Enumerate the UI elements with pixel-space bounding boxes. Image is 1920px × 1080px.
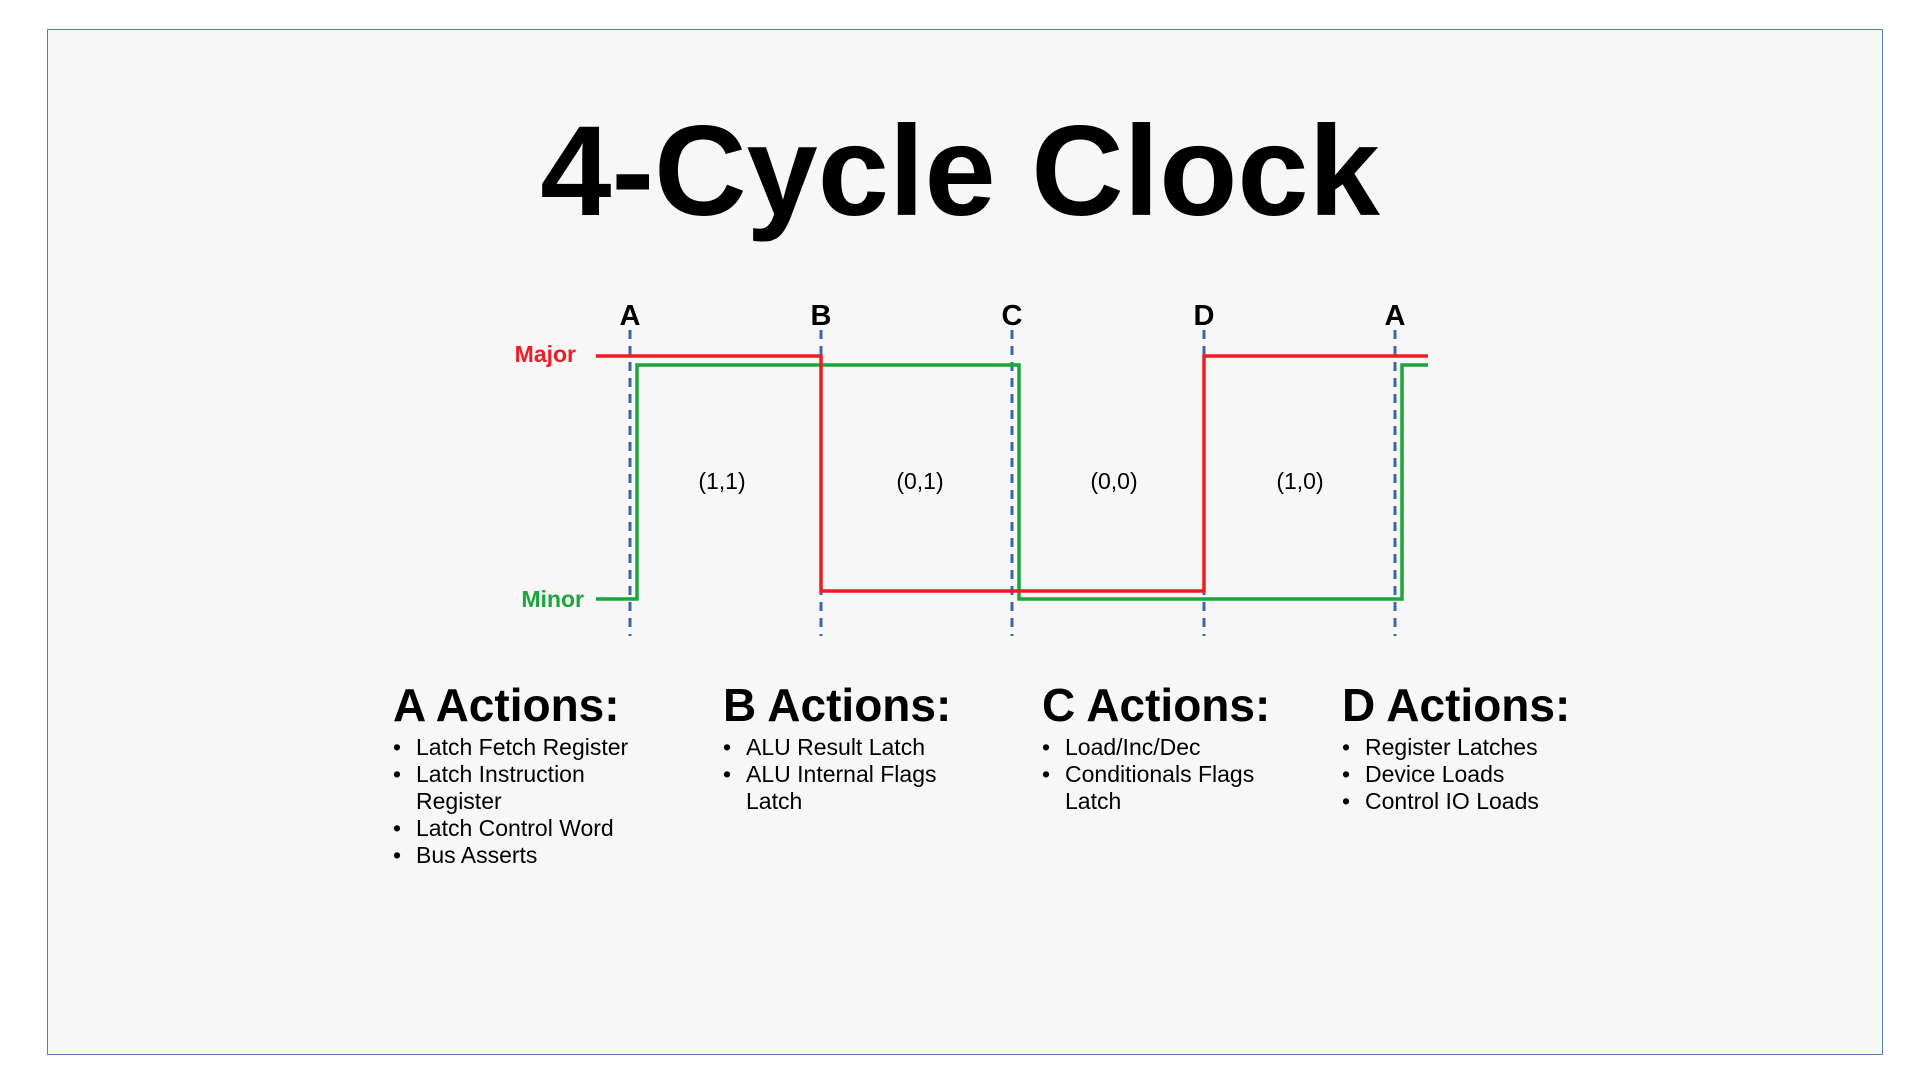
phase-marker-labels: A B C D A <box>620 300 1406 332</box>
b-actions-heading: B Actions: <box>723 679 952 731</box>
d-actions-block: D Actions: Register Latches Device Loads… <box>1342 678 1612 815</box>
list-item: Load/Inc/Dec <box>1042 734 1302 761</box>
state-label-da: (1,0) <box>1276 468 1323 494</box>
d-actions-list: Register Latches Device Loads Control IO… <box>1342 734 1612 815</box>
b-actions-block: B Actions: ALU Result Latch ALU Internal… <box>723 678 983 815</box>
a-actions-list: Latch Fetch Register Latch Instruction R… <box>393 734 683 869</box>
list-item: Latch Instruction Register <box>393 761 616 815</box>
b-actions-list: ALU Result Latch ALU Internal Flags Latc… <box>723 734 983 815</box>
a-actions-heading: A Actions: <box>393 679 620 731</box>
list-item: Latch Control Word <box>393 815 683 842</box>
minor-signal-label: Minor <box>521 586 584 612</box>
list-item: Control IO Loads <box>1342 788 1612 815</box>
minor-clock-waveform <box>596 363 1428 601</box>
list-item: Conditionals Flags Latch <box>1042 761 1290 815</box>
state-label-bc: (0,1) <box>896 468 943 494</box>
c-actions-block: C Actions: Load/Inc/Dec Conditionals Fla… <box>1042 678 1302 815</box>
list-item: Register Latches <box>1342 734 1612 761</box>
state-label-cd: (0,0) <box>1090 468 1137 494</box>
a-actions-block: A Actions: Latch Fetch Register Latch In… <box>393 678 683 869</box>
marker-label-d: D <box>1194 300 1215 332</box>
c-actions-heading: C Actions: <box>1042 679 1271 731</box>
slide-background <box>47 29 1883 1055</box>
state-labels: (1,1) (0,1) (0,0) (1,0) <box>698 468 1323 494</box>
list-item: ALU Internal Flags Latch <box>723 761 966 815</box>
list-item: Bus Asserts <box>393 842 683 869</box>
marker-label-b: B <box>811 300 832 332</box>
d-actions-heading: D Actions: <box>1342 679 1571 731</box>
list-item: Device Loads <box>1342 761 1612 788</box>
marker-label-a: A <box>620 300 641 332</box>
major-clock-waveform <box>596 354 1428 593</box>
list-item: ALU Result Latch <box>723 734 983 761</box>
marker-label-a2: A <box>1385 300 1406 332</box>
state-label-ab: (1,1) <box>698 468 745 494</box>
list-item: Latch Fetch Register <box>393 734 683 761</box>
marker-label-c: C <box>1002 300 1023 332</box>
major-signal-label: Major <box>515 341 576 367</box>
c-actions-list: Load/Inc/Dec Conditionals Flags Latch <box>1042 734 1302 815</box>
slide-title: 4-Cycle Clock <box>540 100 1380 243</box>
